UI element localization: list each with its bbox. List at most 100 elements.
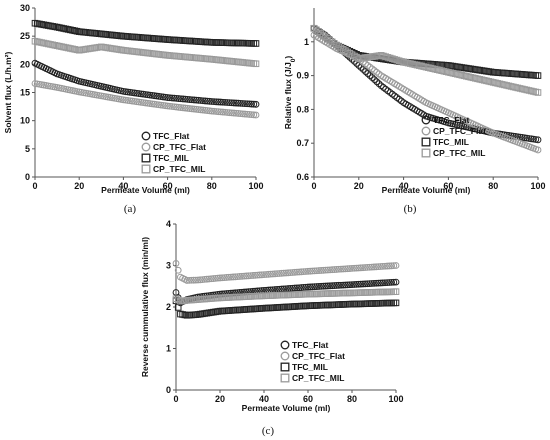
data-point [386, 262, 393, 270]
legend-label: CP_TFC_MIL [292, 373, 344, 383]
data-point [404, 59, 412, 67]
data-point [122, 96, 130, 104]
y-tick-label: 0.6 [296, 172, 309, 182]
data-point [133, 98, 141, 106]
data-point [276, 270, 283, 277]
data-point [322, 266, 330, 274]
data-point [326, 282, 334, 290]
data-point [362, 68, 369, 75]
data-point [291, 284, 299, 292]
data-point [289, 269, 297, 276]
data-point [243, 110, 251, 118]
data-point [348, 281, 356, 288]
data-point [390, 262, 398, 270]
data-point [234, 99, 242, 107]
data-point [359, 66, 367, 73]
data-point [407, 60, 414, 67]
data-point [438, 67, 445, 74]
data-point [485, 78, 493, 85]
series-cp-tfc-mil [310, 24, 542, 96]
legend-marker [141, 153, 151, 163]
legend-label: TFC_MIL [292, 362, 328, 372]
data-point [236, 289, 244, 296]
data-point [319, 31, 327, 39]
data-point [254, 271, 261, 279]
data-point [386, 279, 393, 286]
data-point [388, 278, 396, 286]
data-point [324, 266, 332, 274]
data-point [142, 99, 149, 107]
data-point [382, 53, 389, 60]
legend-label: CP_TFC_Flat [433, 126, 486, 136]
data-point [225, 273, 233, 281]
x-axis-label: Permeate Volume (ml) [242, 403, 331, 413]
y-tick-label: 2 [166, 302, 171, 312]
data-point [269, 270, 277, 278]
data-point [181, 104, 189, 112]
data-point [166, 102, 174, 110]
x-tick-label: 40 [118, 181, 128, 191]
data-point [195, 106, 202, 113]
data-point [122, 88, 130, 96]
data-point [422, 63, 430, 71]
data-point [400, 58, 407, 66]
data-point [245, 100, 253, 108]
series-cp-tfc-mil [31, 37, 260, 68]
data-point [465, 73, 472, 81]
data-point [179, 95, 187, 103]
data-point [483, 77, 490, 85]
data-point [383, 262, 391, 270]
legend-marker [421, 115, 431, 125]
data-point [199, 106, 207, 114]
data-point [442, 68, 450, 76]
data-point [306, 283, 314, 291]
data-point [375, 80, 383, 88]
data-point [247, 272, 255, 280]
data-point [241, 100, 249, 108]
data-point [501, 81, 508, 89]
data-point [377, 279, 385, 287]
data-point [359, 280, 367, 288]
data-point [237, 99, 244, 107]
data-point [148, 92, 156, 99]
data-point [379, 262, 387, 270]
data-point [371, 76, 378, 84]
data-point [368, 74, 376, 82]
data-point [295, 284, 303, 292]
data-point [173, 103, 180, 111]
data-point [157, 93, 165, 101]
series-cp-tfc-mil [172, 288, 400, 305]
data-point [124, 88, 132, 96]
data-point [383, 279, 391, 286]
data-point [243, 288, 250, 296]
data-point [317, 282, 325, 290]
data-point [390, 278, 398, 286]
data-point [232, 99, 240, 107]
x-tick-label: 20 [354, 181, 364, 191]
data-point [271, 270, 279, 278]
data-point [293, 268, 301, 276]
data-point [208, 107, 216, 115]
x-tick-label: 0 [32, 181, 37, 191]
data-point [525, 135, 533, 142]
y-tick-label: 1 [304, 37, 309, 47]
data-point [239, 100, 247, 107]
data-point [324, 282, 332, 290]
data-point [346, 281, 354, 289]
data-point [380, 52, 387, 60]
data-point [525, 87, 533, 94]
data-point [445, 68, 452, 76]
data-point [210, 107, 218, 115]
data-point [510, 83, 517, 91]
data-point [489, 79, 497, 86]
data-point [133, 89, 141, 97]
x-tick-label: 80 [347, 394, 357, 404]
data-point [170, 94, 178, 102]
data-point [366, 280, 374, 287]
data-point [331, 282, 338, 289]
legend-marker [280, 351, 290, 361]
data-point [331, 266, 338, 273]
data-point [131, 97, 138, 105]
data-point [229, 273, 237, 281]
data-point [175, 103, 183, 111]
